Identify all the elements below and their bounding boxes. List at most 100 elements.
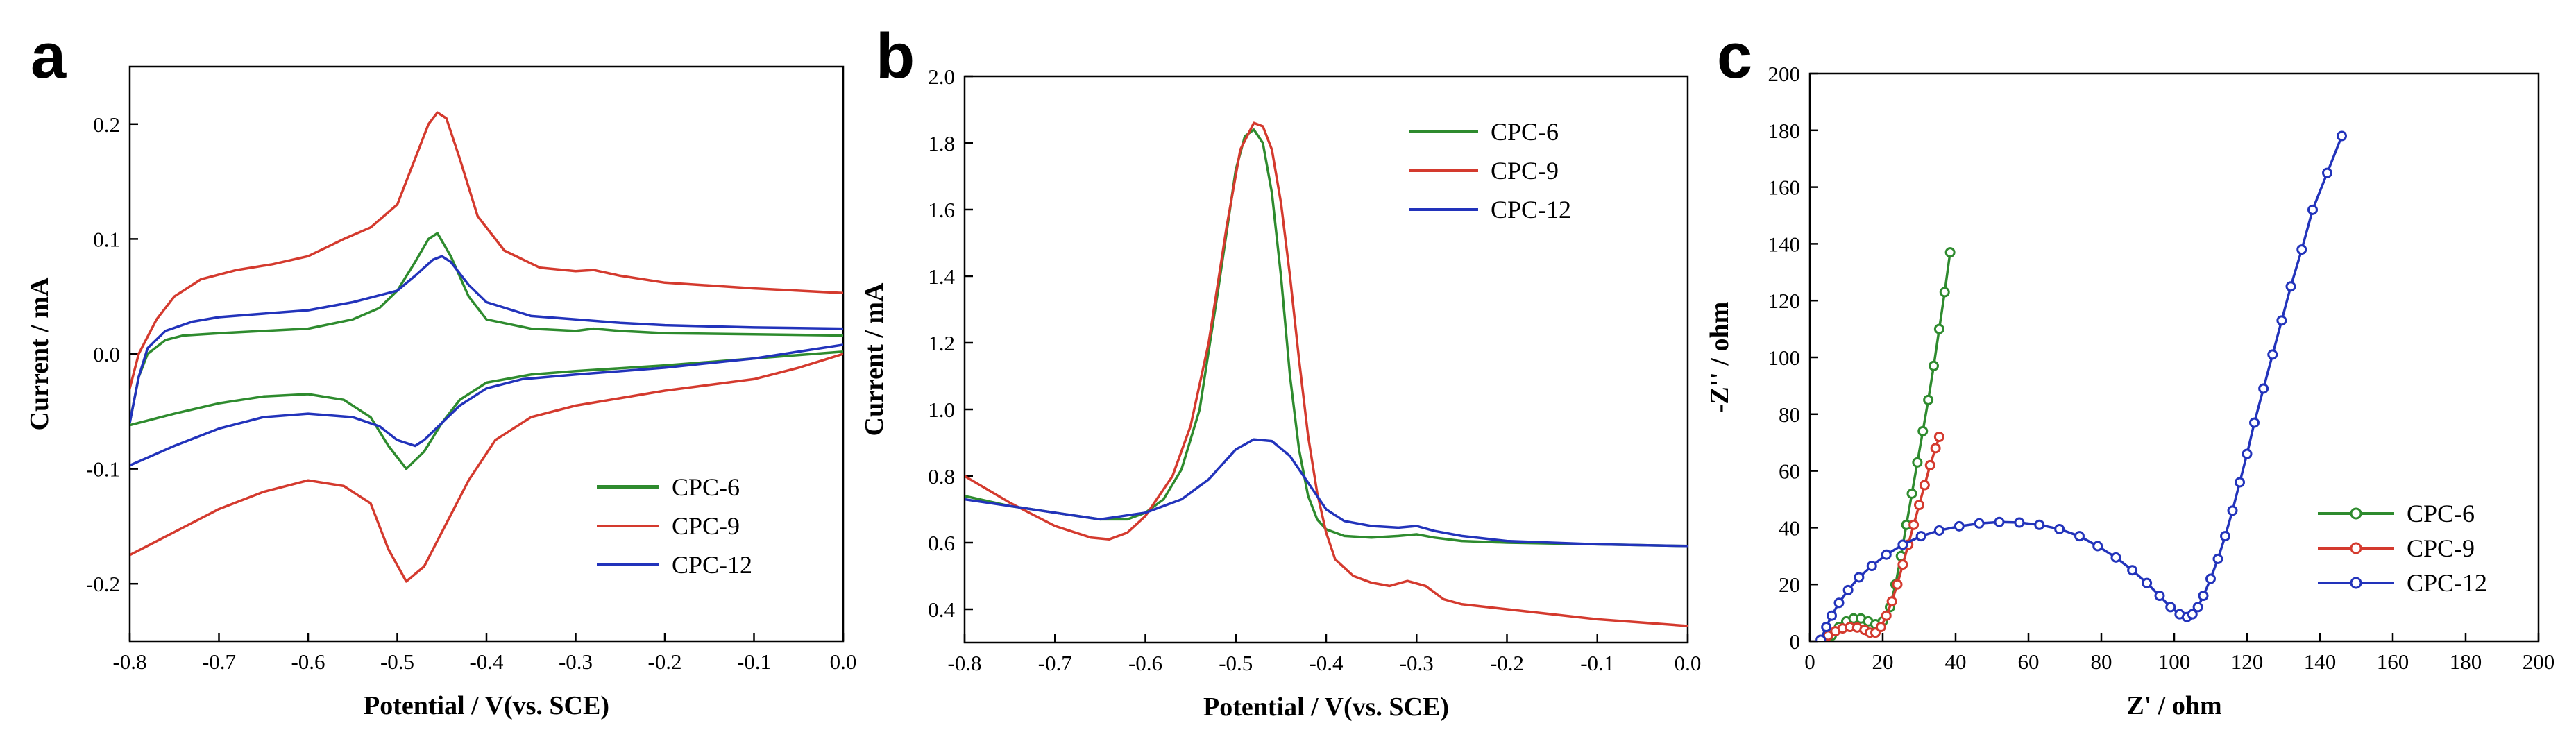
y-tick-label: 0.2: [93, 112, 120, 137]
legend-label-cpc-6: CPC-6: [1491, 118, 1559, 146]
x-tick-label: 0.0: [1675, 651, 1702, 675]
data-point-cpc-12: [2276, 315, 2287, 326]
y-tick-label: 100: [1768, 346, 1801, 370]
legend-label-cpc-9: CPC-9: [2407, 534, 2475, 562]
series-line-cpc-9-cathodic: [130, 353, 843, 583]
x-tick-label: -0.4: [1309, 651, 1344, 675]
y-tick-label: 0.8: [928, 464, 955, 489]
x-tick-label: 100: [2158, 650, 2191, 674]
data-point-cpc-12: [2205, 573, 2216, 584]
panel-c-label: c: [1717, 21, 1752, 92]
data-point-cpc-12: [2307, 204, 2318, 215]
x-tick-label: -0.8: [112, 650, 146, 674]
data-point-cpc-12: [2337, 130, 2347, 142]
y-axis-title: -Z'' / ohm: [1705, 302, 1734, 413]
data-point-cpc-12: [2092, 541, 2103, 552]
y-tick-label: 200: [1768, 62, 1801, 86]
chart-a-cyclic-voltammetry: -0.8 -0.7 -0.6 -0.5 -0.4 -0.3 -0.2 -0.1 0.0 -0.2 -…: [25, 65, 856, 720]
y-tick-label: -0.2: [86, 572, 120, 596]
data-point-cpc-12: [2296, 244, 2307, 255]
plot-area: [130, 111, 843, 583]
data-point-cpc-12: [1833, 597, 1845, 609]
series-line-cpc-12-anodic: [130, 255, 843, 423]
x-tick-label: -0.4: [469, 650, 504, 674]
data-point-cpc-12: [2034, 519, 2045, 530]
y-tick-label: 2.0: [928, 65, 955, 89]
data-point-cpc-12: [2242, 448, 2253, 459]
y-tick-label: 80: [1779, 402, 1800, 427]
data-point-cpc-12: [2258, 383, 2269, 394]
y-tick-label: 0.1: [93, 227, 120, 251]
data-point-cpc-6: [1912, 457, 1923, 468]
data-point-cpc-12: [2192, 602, 2203, 613]
x-tick-label: 80: [2091, 650, 2112, 674]
data-point-cpc-12: [2249, 417, 2260, 428]
series-line-cpc-9-anodic: [130, 111, 843, 389]
series-line-cpc-9: [965, 121, 1688, 627]
chart-c-nyquist-plot: 0 20 40 60 80 100 120 140 160 180 200 0 20 40 60 80 100 1…: [1705, 62, 2554, 720]
legend-marker-cpc-9: [2350, 542, 2362, 554]
data-point-cpc-9: [1875, 622, 1886, 633]
data-point-cpc-9: [1908, 519, 1920, 530]
data-point-cpc-6: [1929, 360, 1939, 371]
data-point-cpc-12: [2212, 553, 2223, 564]
data-point-cpc-9: [1919, 480, 1930, 491]
x-tick-label: -0.8: [947, 651, 981, 675]
data-point-cpc-12: [1933, 525, 1944, 536]
data-point-cpc-9: [1914, 500, 1924, 511]
y-tick-label: 1.8: [928, 131, 955, 155]
series-line-cpc-12: [965, 438, 1688, 548]
legend-label-cpc-6: CPC-6: [672, 473, 740, 501]
x-tick-label: 140: [2304, 650, 2337, 674]
x-tick-label: -0.6: [291, 650, 325, 674]
x-tick-label: -0.5: [1219, 651, 1253, 675]
data-point-cpc-9: [1930, 443, 1941, 454]
y-tick-label: 180: [1768, 119, 1801, 143]
panel-b-label: b: [876, 21, 915, 92]
y-tick-label: 0.0: [93, 342, 120, 366]
y-tick-label: 1.0: [928, 398, 955, 422]
data-point-cpc-9: [1897, 559, 1908, 570]
data-point-cpc-12: [2110, 552, 2121, 563]
x-tick-label: -0.6: [1128, 651, 1162, 675]
data-point-cpc-12: [2227, 505, 2238, 516]
data-point-cpc-6: [1933, 323, 1944, 334]
y-tick-label: 0.4: [928, 597, 955, 622]
data-point-cpc-6: [1923, 394, 1934, 405]
y-tick-label: 1.4: [928, 264, 955, 289]
x-tick-label: 120: [2231, 650, 2264, 674]
x-axis-title: Potential / V(vs. SCE): [364, 691, 609, 720]
y-tick-label: 160: [1768, 176, 1801, 200]
legend-marker-cpc-6: [2350, 507, 2362, 520]
data-point-cpc-12: [1854, 572, 1865, 583]
data-point-cpc-12: [1974, 518, 1985, 529]
data-point-cpc-6: [1944, 247, 1956, 258]
x-tick-label: 20: [1872, 650, 1894, 674]
x-axis-title: Z' / ohm: [2126, 691, 2221, 720]
data-point-cpc-12: [2154, 591, 2165, 602]
x-tick-label: -0.5: [380, 650, 414, 674]
data-point-cpc-12: [2074, 531, 2085, 542]
x-axis-title: Potential / V(vs. SCE): [1203, 693, 1449, 722]
data-point-cpc-9: [1933, 432, 1944, 443]
x-tick-label: -0.1: [737, 650, 771, 674]
data-point-cpc-12: [1897, 539, 1908, 550]
y-axis-title: Current / mA: [860, 282, 889, 436]
data-point-cpc-12: [1821, 622, 1832, 633]
data-point-cpc-12: [2322, 167, 2332, 178]
y-tick-label: 140: [1768, 232, 1801, 256]
data-point-cpc-12: [2054, 523, 2065, 534]
data-point-cpc-12: [2014, 517, 2025, 528]
data-point-cpc-6: [1906, 488, 1917, 499]
x-tick-label: -0.7: [1038, 651, 1072, 675]
data-point-cpc-12: [1881, 549, 1892, 560]
y-tick-label: -0.1: [86, 457, 120, 482]
data-point-cpc-12: [2165, 602, 2176, 613]
y-axis-title: Current / mA: [25, 277, 54, 430]
data-point-cpc-12: [1994, 516, 2005, 527]
data-point-cpc-12: [2198, 591, 2209, 602]
x-tick-label: -0.3: [559, 650, 593, 674]
series-line-cpc-6-cathodic: [130, 350, 843, 470]
data-point-cpc-6: [1917, 425, 1929, 436]
